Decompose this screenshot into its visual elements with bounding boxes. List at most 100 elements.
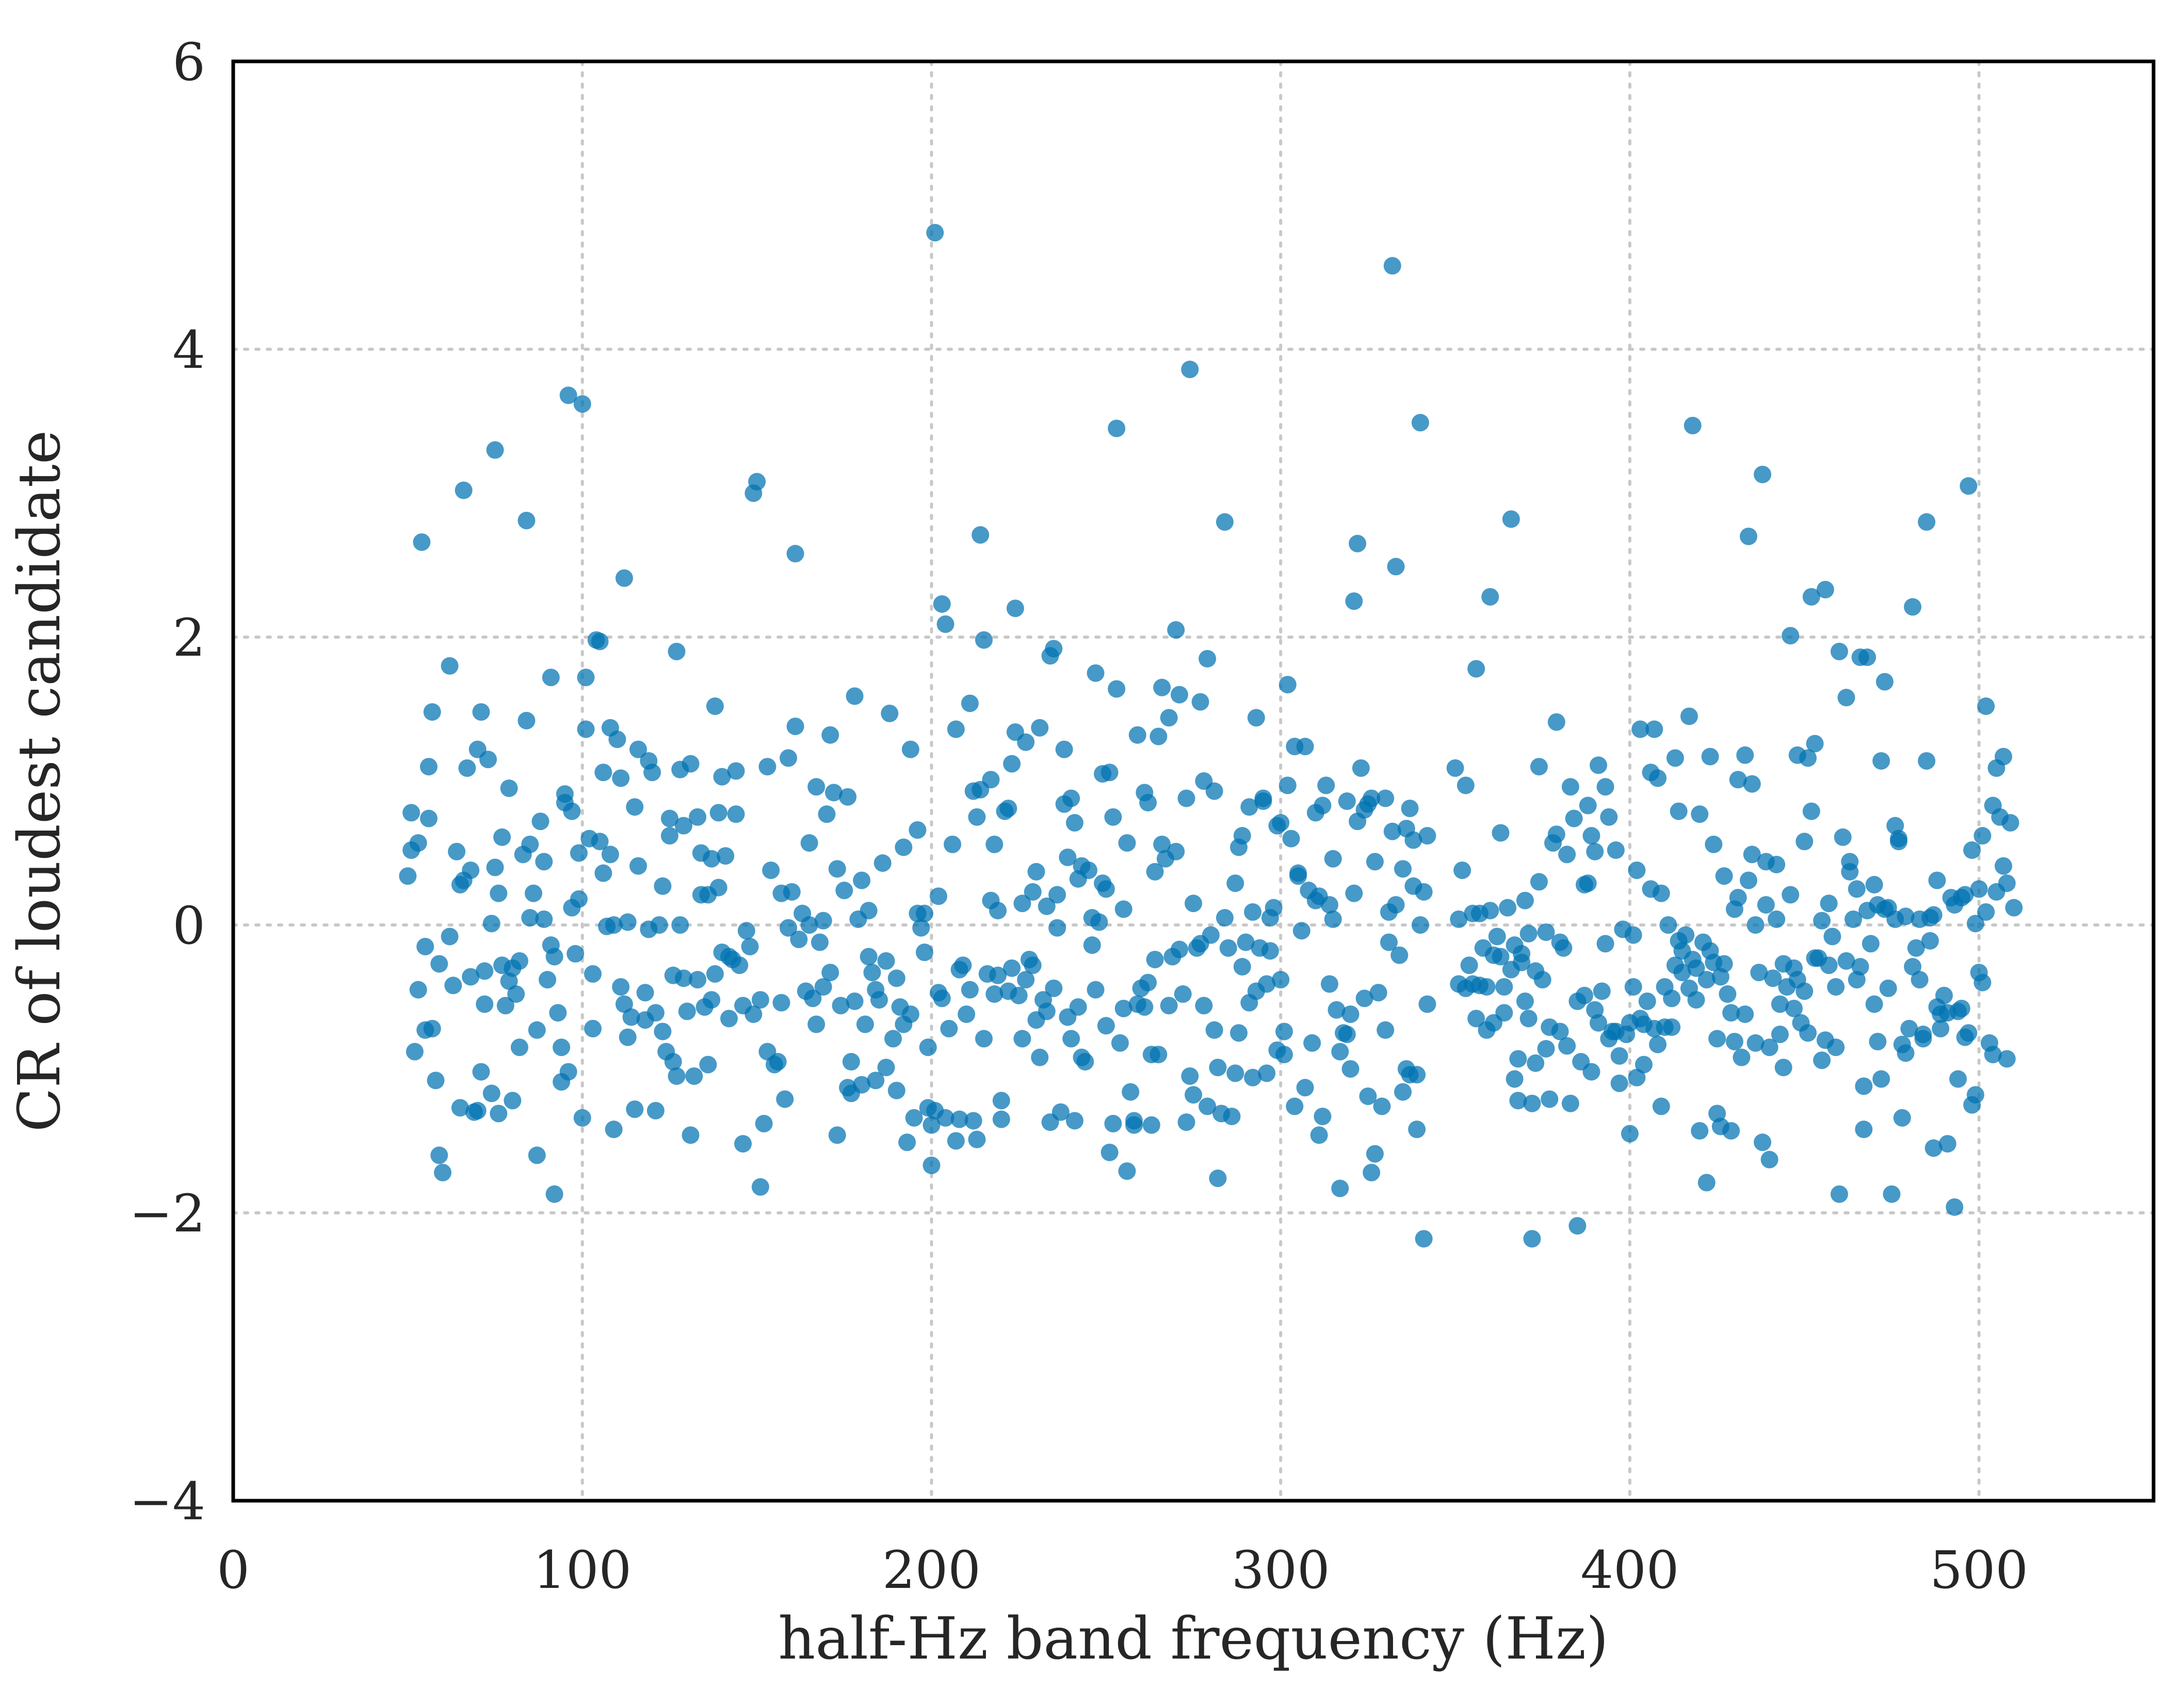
data-point xyxy=(867,1071,885,1090)
data-point xyxy=(1579,797,1597,815)
data-point xyxy=(1760,1150,1778,1168)
data-point xyxy=(1146,863,1164,881)
data-point xyxy=(1279,776,1297,794)
data-point xyxy=(1921,932,1939,950)
data-point xyxy=(958,1005,976,1023)
data-point xyxy=(989,902,1007,920)
data-point xyxy=(605,1121,623,1139)
data-point xyxy=(741,937,759,955)
data-point xyxy=(1516,992,1534,1010)
data-point xyxy=(545,948,563,966)
data-point xyxy=(1924,1139,1943,1157)
data-point xyxy=(1275,1046,1293,1064)
data-point xyxy=(818,805,836,823)
grid-lines xyxy=(232,60,2155,1502)
data-point xyxy=(727,762,745,780)
data-point xyxy=(1499,899,1517,917)
data-point xyxy=(1146,950,1164,968)
data-point xyxy=(901,1005,919,1023)
data-point xyxy=(1918,513,1936,531)
data-point xyxy=(1960,1024,1978,1042)
data-point xyxy=(2005,899,2023,917)
data-point xyxy=(1226,874,1244,892)
data-point xyxy=(1946,1198,1964,1216)
x-axis-ticks: 0 100 200 300 400 500 xyxy=(217,1540,2028,1600)
data-point xyxy=(1904,598,1922,616)
data-point xyxy=(1108,680,1126,698)
data-point xyxy=(472,1063,490,1081)
data-point xyxy=(1111,1034,1129,1052)
data-point xyxy=(1722,1004,1740,1022)
data-point xyxy=(413,533,431,551)
data-point xyxy=(1114,900,1133,918)
data-point xyxy=(1181,361,1199,379)
data-point xyxy=(1341,1005,1360,1023)
data-point xyxy=(1673,964,1691,982)
data-point xyxy=(1170,940,1188,959)
data-point xyxy=(441,928,459,946)
data-point xyxy=(807,778,826,796)
data-point xyxy=(1048,919,1066,937)
data-point xyxy=(1533,971,1551,989)
data-point xyxy=(1125,1116,1143,1134)
data-point xyxy=(1233,827,1251,845)
data-point xyxy=(664,1053,682,1071)
data-point xyxy=(713,768,731,786)
data-point xyxy=(1254,792,1272,810)
data-point xyxy=(1872,752,1890,770)
data-point xyxy=(1610,1074,1628,1092)
data-point xyxy=(451,1099,469,1117)
data-point xyxy=(1691,805,1709,823)
data-point xyxy=(1101,1143,1119,1161)
data-point xyxy=(1530,758,1548,776)
data-point xyxy=(689,971,707,989)
data-point xyxy=(1394,860,1412,878)
data-point xyxy=(905,1109,923,1127)
data-point xyxy=(1897,1044,1915,1062)
data-point xyxy=(1418,995,1436,1013)
data-point xyxy=(1739,527,1757,545)
data-point xyxy=(1869,1032,1887,1050)
data-point xyxy=(1722,1122,1740,1140)
data-point xyxy=(1048,886,1066,904)
data-point xyxy=(800,916,818,934)
data-point xyxy=(1638,992,1656,1010)
data-point xyxy=(915,944,933,962)
data-point xyxy=(751,1178,769,1196)
x-tick-label: 100 xyxy=(533,1540,632,1600)
data-point xyxy=(1782,886,1800,904)
data-point xyxy=(961,981,979,999)
data-point xyxy=(643,764,661,782)
data-point xyxy=(1502,510,1520,528)
data-point xyxy=(1275,1022,1293,1041)
data-point xyxy=(1062,789,1080,807)
data-point xyxy=(479,751,497,769)
data-point xyxy=(1017,971,1035,989)
data-point xyxy=(936,1109,955,1127)
data-point xyxy=(1411,916,1429,934)
data-point xyxy=(1841,863,1859,881)
data-point xyxy=(1537,1040,1555,1058)
data-point xyxy=(737,922,755,940)
data-point xyxy=(1380,933,1398,951)
data-point xyxy=(1345,884,1363,902)
data-point xyxy=(427,1071,445,1090)
data-point xyxy=(1590,756,1608,774)
data-point xyxy=(1387,558,1405,576)
data-point xyxy=(1059,848,1077,866)
data-point xyxy=(559,386,577,404)
x-tick-label: 400 xyxy=(1580,1540,1679,1600)
data-point xyxy=(1590,1014,1608,1032)
data-point xyxy=(1541,1090,1559,1108)
data-point xyxy=(1855,1121,1873,1139)
data-point xyxy=(1331,1043,1349,1061)
data-point xyxy=(1390,946,1409,964)
data-point xyxy=(1457,776,1475,794)
data-point xyxy=(1715,867,1733,885)
data-point xyxy=(1862,935,1880,953)
data-point xyxy=(1719,985,1737,1003)
data-point xyxy=(2001,814,2019,832)
data-point xyxy=(1743,846,1761,864)
data-point xyxy=(1659,916,1677,934)
data-point xyxy=(646,1004,665,1022)
